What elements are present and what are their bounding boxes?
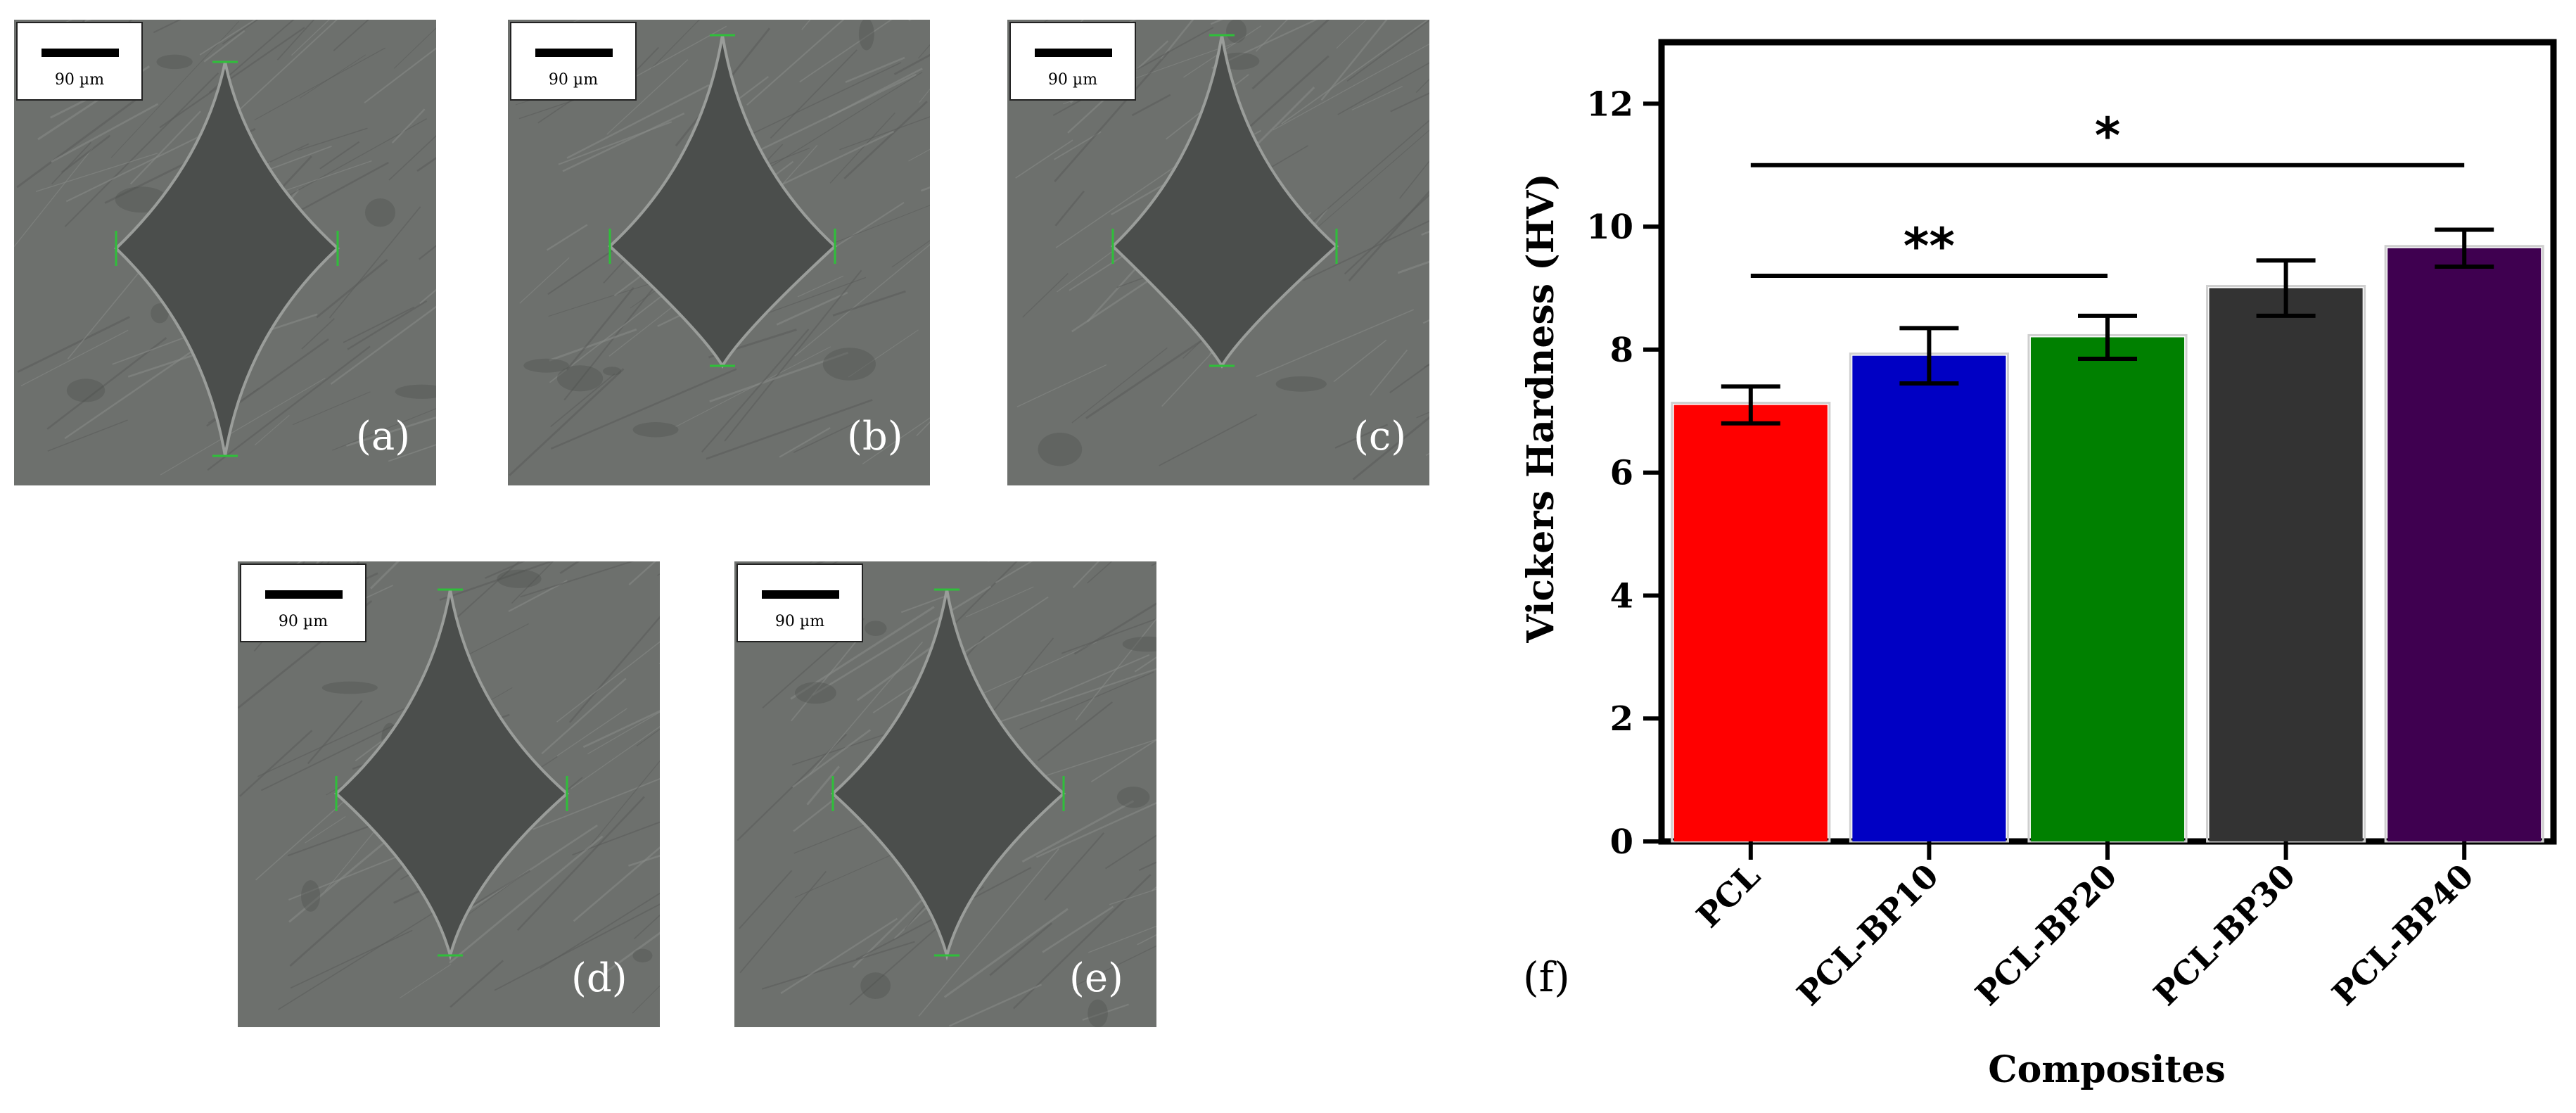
micrograph-b: 90 µm (b) bbox=[508, 20, 930, 485]
y-tick-label: 0 bbox=[1610, 822, 1633, 862]
scale-bar bbox=[42, 49, 119, 57]
significance-label: * bbox=[2095, 107, 2121, 165]
scale-bar-box: 90 µm bbox=[510, 22, 637, 101]
scale-bar-label: 90 µm bbox=[54, 71, 105, 89]
bar-pcl-bp30 bbox=[2209, 288, 2363, 841]
bar-pcl-bp40 bbox=[2387, 248, 2542, 841]
scale-bar-box: 90 µm bbox=[16, 22, 143, 101]
scale-bar-label: 90 µm bbox=[1047, 71, 1098, 89]
panel-label-b: (b) bbox=[847, 414, 903, 459]
panel-label-d: (d) bbox=[571, 955, 627, 1001]
y-tick-label: 8 bbox=[1610, 331, 1633, 370]
panel-label-f: (f) bbox=[1523, 953, 1570, 1001]
scale-bar-label: 90 µm bbox=[278, 613, 329, 630]
y-tick-label: 2 bbox=[1610, 699, 1633, 739]
panel-label-c: (c) bbox=[1353, 414, 1407, 459]
x-tick-label: PCL-BP20 bbox=[1968, 857, 2124, 1013]
micrograph-d: 90 µm (d) bbox=[238, 561, 660, 1027]
x-tick-label: PCL bbox=[1689, 857, 1767, 935]
panel-label-e: (e) bbox=[1069, 955, 1123, 1001]
y-tick-label: 12 bbox=[1586, 84, 1633, 124]
micrograph-c: 90 µm (c) bbox=[1007, 20, 1429, 485]
indentation-image bbox=[14, 20, 436, 485]
y-tick-label: 4 bbox=[1610, 576, 1633, 616]
x-tick-label: PCL-BP30 bbox=[2146, 857, 2302, 1013]
micrograph-e: 90 µm (e) bbox=[734, 561, 1156, 1027]
y-tick-label: 10 bbox=[1586, 208, 1633, 247]
scale-bar bbox=[535, 49, 613, 57]
y-axis-label: Vickers Hardness (HV) bbox=[1519, 173, 1562, 644]
bar-pcl-bp20 bbox=[2030, 337, 2185, 841]
scale-bar-label: 90 µm bbox=[774, 613, 825, 630]
panel-label-a: (a) bbox=[356, 414, 411, 459]
micrograph-a: 90 µm (a) bbox=[14, 20, 436, 485]
y-tick-label: 6 bbox=[1610, 454, 1633, 493]
x-axis-label: Composites bbox=[1988, 1048, 2226, 1091]
significance-label: ** bbox=[1904, 217, 1955, 275]
bar-pcl-bp10 bbox=[1852, 355, 2006, 842]
scale-bar-label: 90 µm bbox=[548, 71, 599, 89]
x-tick-label: PCL-BP40 bbox=[2325, 857, 2481, 1013]
bar-pcl bbox=[1673, 405, 1828, 841]
scale-bar bbox=[1035, 49, 1112, 57]
scale-bar bbox=[265, 590, 343, 599]
scale-bar-box: 90 µm bbox=[737, 564, 863, 642]
x-tick-label: PCL-BP10 bbox=[1790, 857, 1946, 1013]
scale-bar bbox=[762, 590, 839, 599]
scale-bar-box: 90 µm bbox=[1009, 22, 1136, 101]
scale-bar-box: 90 µm bbox=[240, 564, 366, 642]
